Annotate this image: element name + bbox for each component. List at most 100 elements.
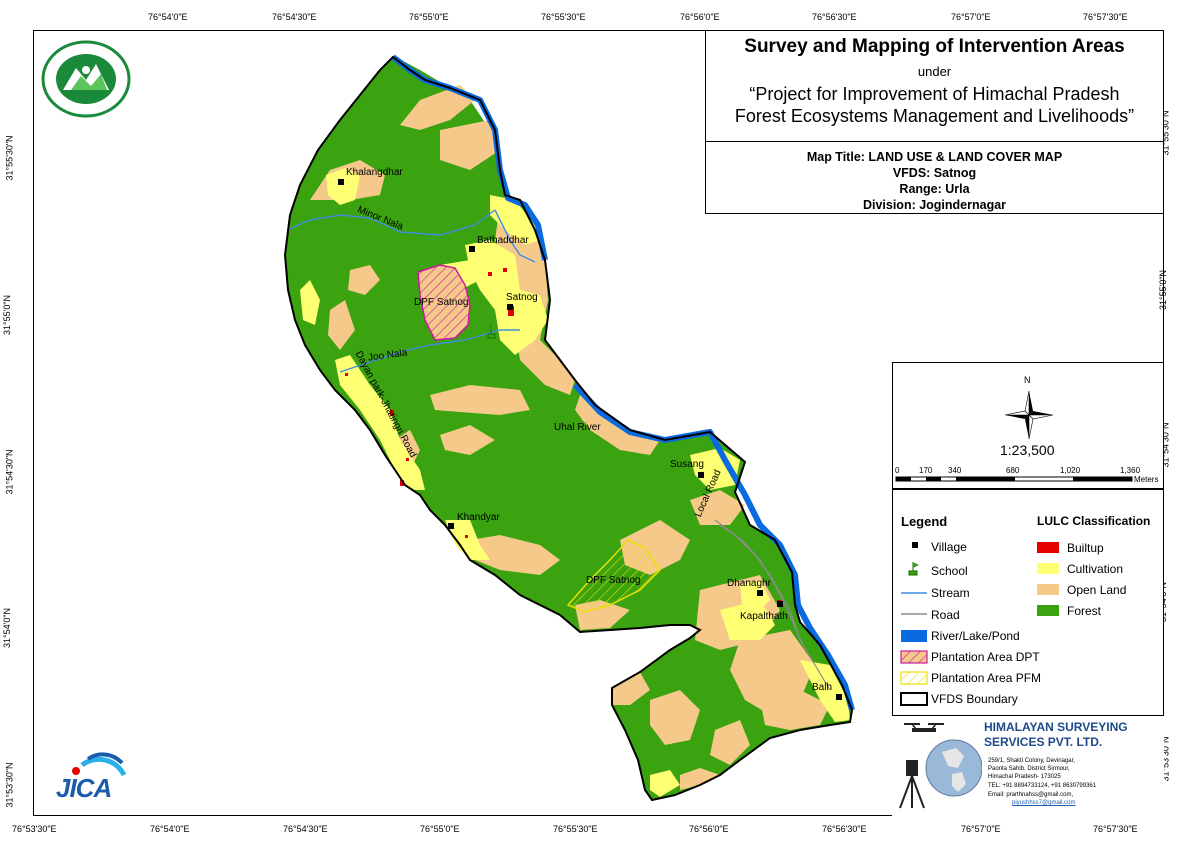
grid-label: 76°54'30"E (283, 824, 328, 834)
lulc-item: Open Land (1067, 583, 1127, 597)
grid-label: 76°56'0"E (689, 824, 729, 834)
legend-item: Plantation Area DPT (931, 650, 1040, 664)
plantation-pfm-polygon[interactable] (566, 539, 661, 613)
legend-vfds-symbol (900, 692, 928, 706)
company-tel: TEL: +91 8894733124, +91 8630799361 (988, 783, 1097, 789)
map-under-text: under (917, 64, 952, 79)
company-name-2: SERVICES PVT. LTD. (984, 735, 1103, 749)
lulc-item: Cultivation (1067, 562, 1124, 576)
lulc-builtup-swatch (1037, 542, 1059, 553)
company-name-1: HIMALAYAN SURVEYING (984, 720, 1128, 734)
north-label: N (1024, 375, 1031, 385)
grid-label: 76°55'0"E (409, 12, 449, 22)
legend-river-symbol (901, 630, 927, 642)
village-marker-balh[interactable] (836, 694, 842, 700)
legend-item: River/Lake/Pond (931, 629, 1020, 643)
project-line-1: “Project for Improvement of Himachal Pra… (749, 84, 1120, 104)
grid-label: 76°54'0"E (150, 824, 190, 834)
jica-emblem (72, 752, 127, 777)
range-line: Range: Urla (899, 182, 970, 196)
village-label: Dhanaghr (727, 578, 771, 589)
grid-label: 76°57'0"E (951, 12, 991, 22)
map-title-line: Map Title: LAND USE & LAND COVER MAP (806, 150, 1063, 164)
dpf-label: DPF Satnog (586, 575, 641, 586)
lulc-item: Forest (1067, 604, 1102, 618)
company-email[interactable]: Email: prarthnahss@gmail.com, (988, 792, 1074, 798)
lulc-item: Builtup (1067, 541, 1104, 555)
lulc-title: LULC Classification (1037, 514, 1151, 528)
drone-icon (904, 723, 944, 732)
hp-forest-logo (41, 40, 131, 118)
village-marker-susang[interactable] (698, 472, 704, 478)
grid-label: 76°57'0"E (961, 824, 1001, 834)
grid-label: 76°55'30"E (553, 824, 598, 834)
village-marker-khandyar[interactable] (448, 523, 454, 529)
village-label: Khandyar (457, 512, 500, 523)
scale-tick: 0 (895, 466, 900, 475)
company-address: Himachal Pradesh- 173025 (988, 774, 1061, 780)
vfds-line: VFDS: Satnog (892, 166, 977, 180)
hp-forest-emblem (41, 40, 131, 118)
title-divider (706, 141, 1163, 142)
legend-pfm-symbol (900, 671, 928, 685)
scale-ratio: 1:23,500 (1000, 442, 1055, 458)
roads (714, 519, 831, 691)
jica-logo: JICA (52, 745, 132, 805)
legend-item: Road (931, 608, 960, 622)
village-label: Susang (670, 459, 704, 470)
jica-wordmark: JICA (56, 773, 112, 803)
grid-label: 76°57'30"E (1083, 12, 1128, 22)
village-marker-khalangdhar[interactable] (338, 179, 344, 185)
scale-tick: 1,360 (1120, 466, 1141, 475)
village-label: Balh (812, 682, 833, 693)
legend-item: School (931, 564, 968, 578)
grid-label: 76°54'0"E (148, 12, 188, 22)
scale-bar (895, 476, 1133, 482)
grid-label: 76°54'30"E (272, 12, 317, 22)
company-address: 259/1, Shakti Colony, Devinagar, (988, 758, 1075, 764)
legend-item: Village (931, 540, 967, 554)
legend-village-symbol (912, 542, 918, 548)
title-block: Survey and Mapping of Intervention Areas… (705, 30, 1164, 214)
scale-tick: 680 (1006, 466, 1020, 475)
village-marker-dhanaghr[interactable] (757, 590, 763, 596)
grid-label: 76°56'30"E (812, 12, 857, 22)
scale-tick: 340 (948, 466, 962, 475)
vfds-boundary[interactable] (283, 55, 854, 802)
map-info: Map Title: LAND USE & LAND COVER MAP VFD… (706, 149, 1163, 213)
lulc-forest-swatch (1037, 605, 1059, 616)
project-name: “Project for Improvement of Himachal Pra… (706, 83, 1163, 127)
scale-tick: 1,020 (1060, 466, 1081, 475)
map-main-title: Survey and Mapping of Intervention Areas (744, 36, 1125, 57)
grid-label: 76°53'30"E (12, 824, 57, 834)
legend-item: Plantation Area PFM (931, 671, 1042, 685)
cultivation-patches (300, 168, 850, 797)
company-email[interactable]: piyushhss7@gmail.com (1012, 800, 1076, 806)
lulc-openland-swatch (1037, 584, 1059, 595)
village-marker-bathaddhar[interactable] (469, 246, 475, 252)
lulc-cultivation-swatch (1037, 563, 1059, 574)
legend-item: VFDS Boundary (931, 692, 1018, 706)
surveying-logo (899, 723, 982, 809)
open-land-patches (310, 85, 830, 790)
village-label: Satnog (506, 292, 538, 303)
village-marker-kapalthath[interactable] (777, 601, 783, 607)
legend-dpt-symbol (900, 650, 928, 664)
globe-icon (925, 739, 982, 797)
grid-label: 76°55'30"E (541, 12, 586, 22)
streams (286, 209, 536, 373)
company-address: Paonta Sahib, District Sirmour, (988, 766, 1070, 772)
scale-tick: 170 (919, 466, 933, 475)
grid-label: 76°55'0"E (420, 824, 460, 834)
company-panel: HIMALAYAN SURVEYING SERVICES PVT. LTD. 2… (892, 716, 1164, 816)
legend-panel: Legend LULC Classification Village Schoo… (892, 489, 1164, 716)
legend-school-symbol (908, 562, 919, 576)
plantation-dpt-polygon[interactable] (417, 264, 471, 341)
village-marker-satnog[interactable] (507, 304, 513, 310)
school-marker[interactable] (487, 324, 497, 339)
total-station-icon (899, 760, 925, 809)
village-markers (338, 179, 842, 700)
scale-unit: Meters (1134, 475, 1159, 484)
village-label: Bathaddhar (477, 235, 529, 246)
